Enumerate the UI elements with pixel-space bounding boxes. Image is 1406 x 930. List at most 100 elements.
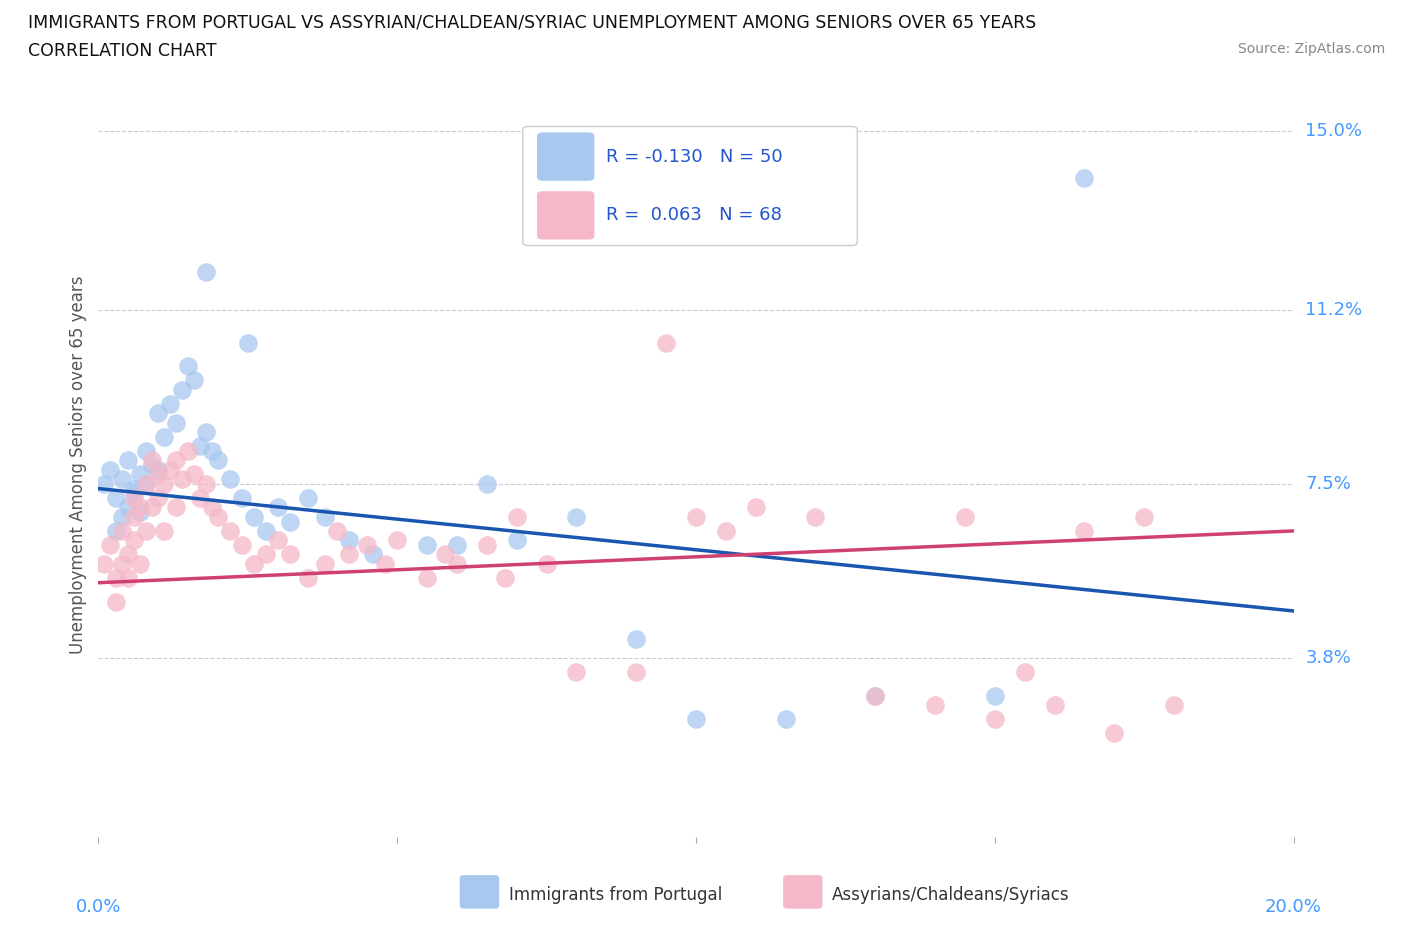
Point [219, 472, 242, 486]
Point [243, 510, 266, 525]
Text: 20.0%: 20.0% [1265, 898, 1322, 916]
Point [1073, 524, 1095, 538]
Point [165, 500, 187, 515]
Point [446, 556, 468, 571]
Point [231, 538, 253, 552]
Point [129, 556, 152, 571]
Text: 15.0%: 15.0% [1306, 122, 1362, 140]
Point [159, 462, 181, 477]
Point [254, 524, 277, 538]
Point [236, 335, 259, 350]
Point [254, 547, 277, 562]
Point [201, 444, 224, 458]
Point [506, 533, 529, 548]
Point [655, 335, 678, 350]
Point [1043, 698, 1066, 712]
Point [745, 500, 768, 515]
FancyBboxPatch shape [523, 126, 858, 246]
Point [172, 472, 194, 486]
Point [148, 462, 170, 477]
Point [117, 571, 139, 586]
Point [153, 430, 176, 445]
Point [165, 415, 187, 430]
Point [243, 556, 266, 571]
Text: R = -0.130   N = 50: R = -0.130 N = 50 [606, 148, 783, 166]
Point [117, 453, 139, 468]
Point [105, 524, 128, 538]
Point [626, 665, 648, 680]
Point [148, 405, 170, 420]
Point [124, 533, 146, 548]
Point [111, 472, 134, 486]
Point [165, 453, 187, 468]
Point [924, 698, 946, 712]
Point [195, 425, 218, 440]
Point [865, 688, 887, 703]
Point [105, 594, 128, 609]
Point [201, 500, 224, 515]
Point [105, 490, 128, 505]
Point [153, 524, 176, 538]
Point [135, 524, 157, 538]
Point [1133, 510, 1156, 525]
Point [195, 476, 218, 491]
Point [267, 500, 290, 515]
Text: 0.0%: 0.0% [76, 898, 121, 916]
Point [565, 665, 588, 680]
Point [339, 547, 361, 562]
Point [188, 439, 211, 454]
Y-axis label: Unemployment Among Seniors over 65 years: Unemployment Among Seniors over 65 years [69, 276, 87, 654]
Point [775, 711, 797, 726]
Text: 11.2%: 11.2% [1306, 300, 1362, 319]
Point [111, 556, 134, 571]
Point [207, 453, 229, 468]
Point [984, 688, 1007, 703]
Point [804, 510, 827, 525]
Point [446, 538, 468, 552]
Text: 7.5%: 7.5% [1306, 475, 1351, 493]
Point [159, 396, 181, 411]
Point [135, 444, 157, 458]
Point [93, 476, 115, 491]
Point [177, 444, 200, 458]
Point [207, 510, 229, 525]
Text: Source: ZipAtlas.com: Source: ZipAtlas.com [1237, 42, 1385, 56]
Point [363, 547, 385, 562]
Point [124, 490, 146, 505]
Point [129, 500, 152, 515]
Point [153, 476, 176, 491]
FancyBboxPatch shape [537, 192, 595, 240]
Text: CORRELATION CHART: CORRELATION CHART [28, 42, 217, 60]
Point [984, 711, 1007, 726]
Point [141, 458, 163, 472]
Text: 3.8%: 3.8% [1306, 649, 1351, 667]
Text: R =  0.063   N = 68: R = 0.063 N = 68 [606, 206, 782, 224]
Point [219, 524, 242, 538]
Point [416, 571, 439, 586]
Point [195, 264, 218, 279]
Point [135, 476, 157, 491]
Text: Immigrants from Portugal: Immigrants from Portugal [509, 885, 723, 904]
Point [117, 547, 139, 562]
Text: Assyrians/Chaldeans/Syriacs: Assyrians/Chaldeans/Syriacs [832, 885, 1070, 904]
Point [148, 467, 170, 482]
Point [714, 524, 737, 538]
Point [626, 631, 648, 646]
Point [1073, 170, 1095, 185]
Point [98, 462, 122, 477]
Point [1014, 665, 1036, 680]
Point [1163, 698, 1185, 712]
Point [177, 359, 200, 374]
Point [111, 510, 134, 525]
Point [117, 500, 139, 515]
Point [416, 538, 439, 552]
Point [385, 533, 409, 548]
Point [129, 467, 152, 482]
Point [536, 556, 558, 571]
FancyBboxPatch shape [537, 132, 595, 180]
Point [124, 510, 146, 525]
Point [148, 490, 170, 505]
Point [374, 556, 396, 571]
Point [93, 556, 115, 571]
Point [124, 481, 146, 496]
